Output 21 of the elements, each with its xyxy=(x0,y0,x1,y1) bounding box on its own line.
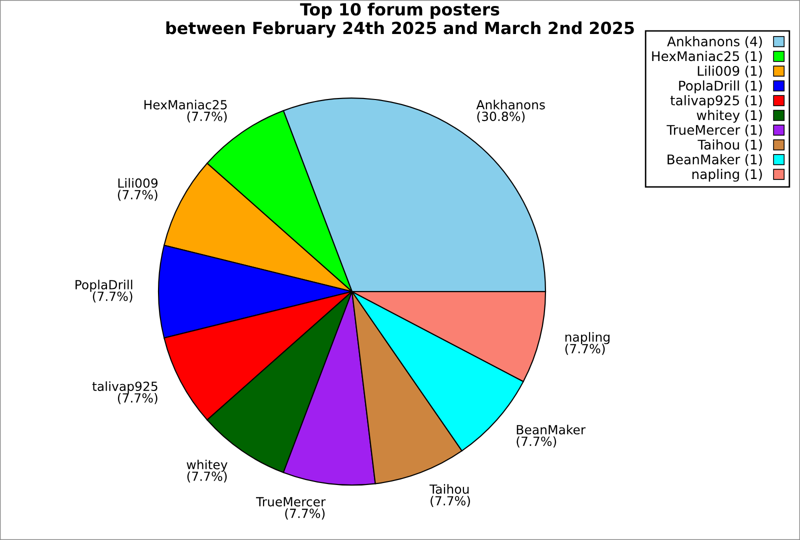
legend-label: Taihou (1) xyxy=(698,139,762,152)
data-label: Taihou (7.7%) xyxy=(430,484,470,507)
data-label: whitey (7.7%) xyxy=(186,460,228,482)
legend-label: HexManiac25 (1) xyxy=(652,50,762,63)
data-label: Lili009 (7.7%) xyxy=(118,178,158,201)
legend-label: talivap925 (1) xyxy=(670,95,762,108)
legend-label: Ankhanons (4) xyxy=(667,36,762,48)
data-label: PoplaDrill (7.7%) xyxy=(76,280,132,303)
data-label: BeanMaker (7.7%) xyxy=(516,424,586,448)
data-label: TrueMercer (7.7%) xyxy=(256,497,326,520)
legend-label: Lili009 (1) xyxy=(698,66,762,78)
legend-label: whitey (1) xyxy=(696,110,762,123)
legend-label: TrueMercer (1) xyxy=(666,124,762,136)
legend-label: BeanMaker (1) xyxy=(668,154,762,166)
legend-label: PoplaDrill (1) xyxy=(679,80,762,94)
legend-label: napling (1) xyxy=(692,168,762,182)
data-label: talivap925 (7.7%) xyxy=(92,381,158,404)
chart-title: Top 10 forum posters between February 24th 2025 and March 2nd 2025 xyxy=(166,2,634,38)
data-label: HexManiac25 (7.7%) xyxy=(144,100,227,123)
data-label: napling (7.7%) xyxy=(565,332,610,355)
data-label: Ankhanons (30.8%) xyxy=(476,100,545,123)
